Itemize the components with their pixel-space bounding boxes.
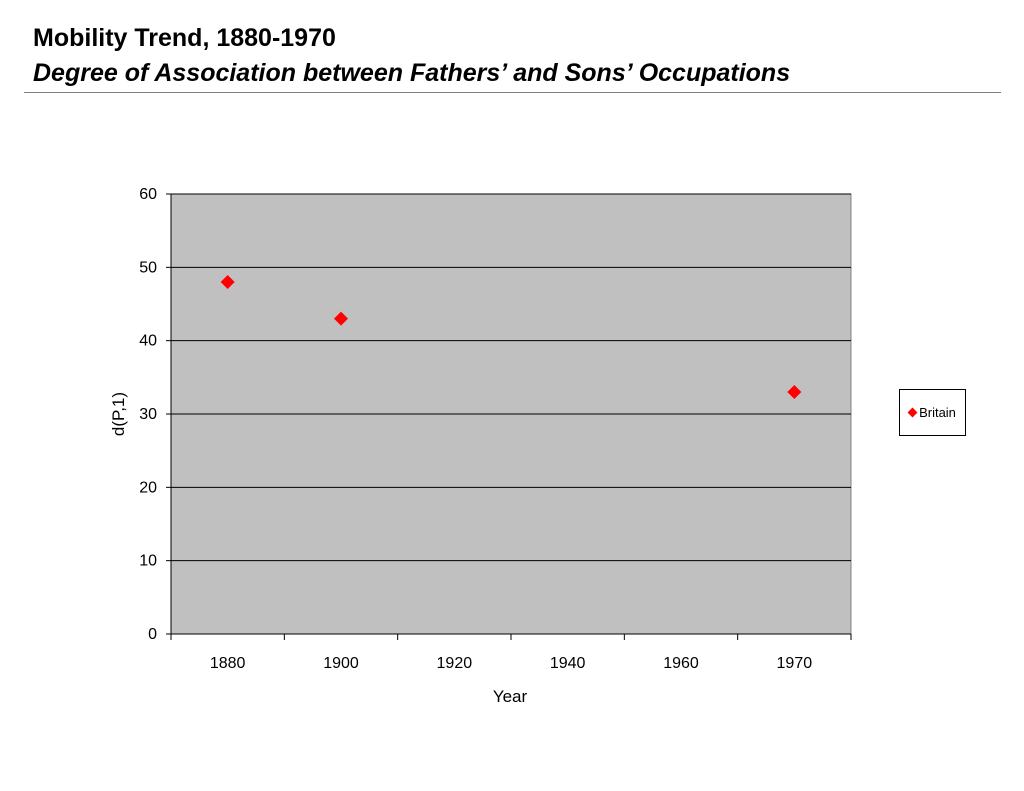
x-tick-label: 1960: [663, 655, 699, 672]
data-point: [334, 311, 348, 326]
title-divider: [24, 92, 1001, 93]
y-axis-title: d(P,1): [109, 392, 128, 436]
x-tick-label: 1880: [210, 655, 246, 672]
slide-subtitle: Degree of Association between Fathers’ a…: [33, 59, 791, 87]
legend-marker-icon: [907, 407, 918, 418]
y-tick-label: 10: [139, 553, 157, 570]
y-tick-label: 0: [148, 626, 157, 643]
slide-title: Mobility Trend, 1880-1970: [33, 24, 336, 52]
data-point: [787, 385, 802, 399]
data-point: [220, 275, 235, 289]
x-tick-label: 1940: [550, 655, 586, 672]
x-tick-label: 1920: [437, 655, 473, 672]
chart-legend: Britain: [899, 389, 966, 436]
x-tick-label: 1970: [777, 655, 813, 672]
y-tick-label: 20: [139, 479, 157, 496]
x-axis-title: Year: [493, 687, 528, 706]
legend-entry: Britain: [907, 405, 956, 420]
y-tick-label: 50: [139, 259, 157, 276]
x-tick-label: 1900: [323, 655, 359, 672]
legend-label: Britain: [919, 405, 956, 420]
y-tick-label: 60: [139, 186, 157, 203]
y-tick-label: 40: [139, 333, 157, 350]
y-tick-label: 30: [139, 406, 157, 423]
